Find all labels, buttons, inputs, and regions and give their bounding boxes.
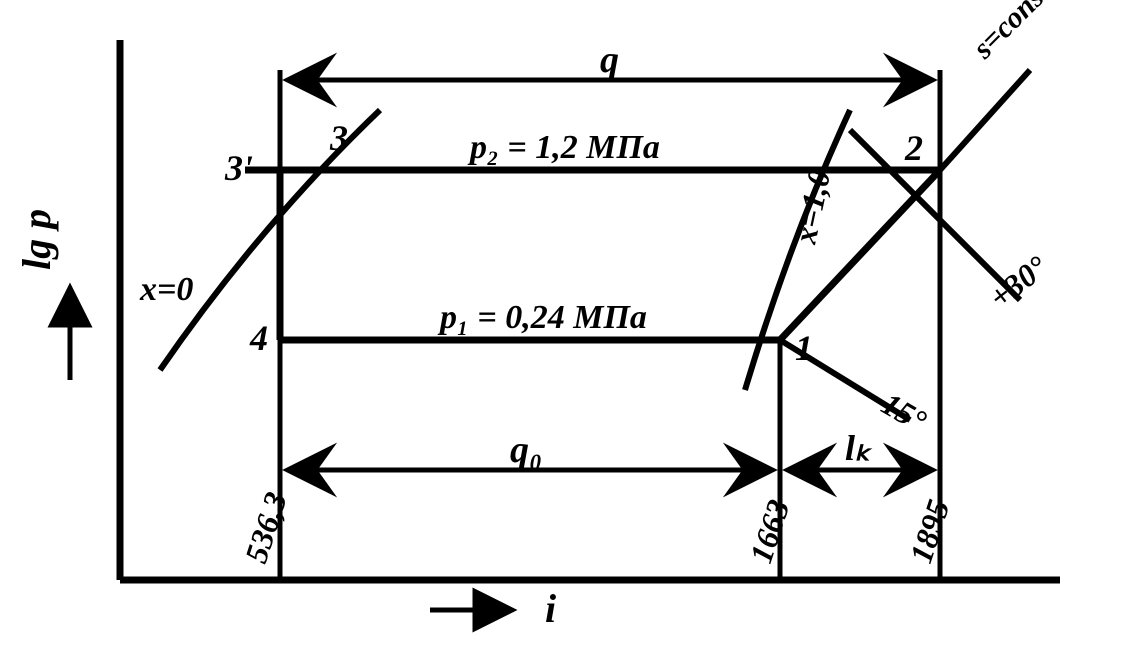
point-2-label: 2 (904, 128, 923, 168)
x0-curve-label: x=0 (139, 271, 193, 308)
sconst-line (940, 70, 1030, 170)
lk-dim-label: lₖ (845, 428, 873, 468)
point-4-label: 4 (249, 318, 268, 358)
iso-p30-line (850, 130, 1020, 300)
tick-left: 536,3 (237, 488, 293, 568)
q-dim-label: q (600, 39, 619, 81)
x1-curve-label: x=1,0 (786, 166, 837, 247)
tick-mid: 1663 (742, 495, 796, 567)
iso-m15-label: -15° (867, 380, 933, 439)
x-axis-label: i (545, 586, 556, 631)
point-3-label: 3 (329, 118, 348, 158)
q0-dim-label: q₀ (510, 429, 542, 471)
iso-p30-label: +30° (982, 248, 1054, 315)
sconst-label: s=const (966, 0, 1058, 66)
point-3prime-label: 3' (224, 148, 253, 188)
isobar-high-label: p₂ = 1,2 МПа (467, 129, 660, 166)
point-1-label: 1 (795, 328, 813, 368)
tick-right: 1895 (902, 495, 956, 567)
y-axis-label: lg p (14, 209, 59, 270)
lgp-i-diagram: i lg p p₂ = 1,2 МПа p₁ = 0,24 МПа x=0 x=… (0, 0, 1127, 646)
isobar-low-label: p₁ = 0,24 МПа (437, 299, 647, 336)
